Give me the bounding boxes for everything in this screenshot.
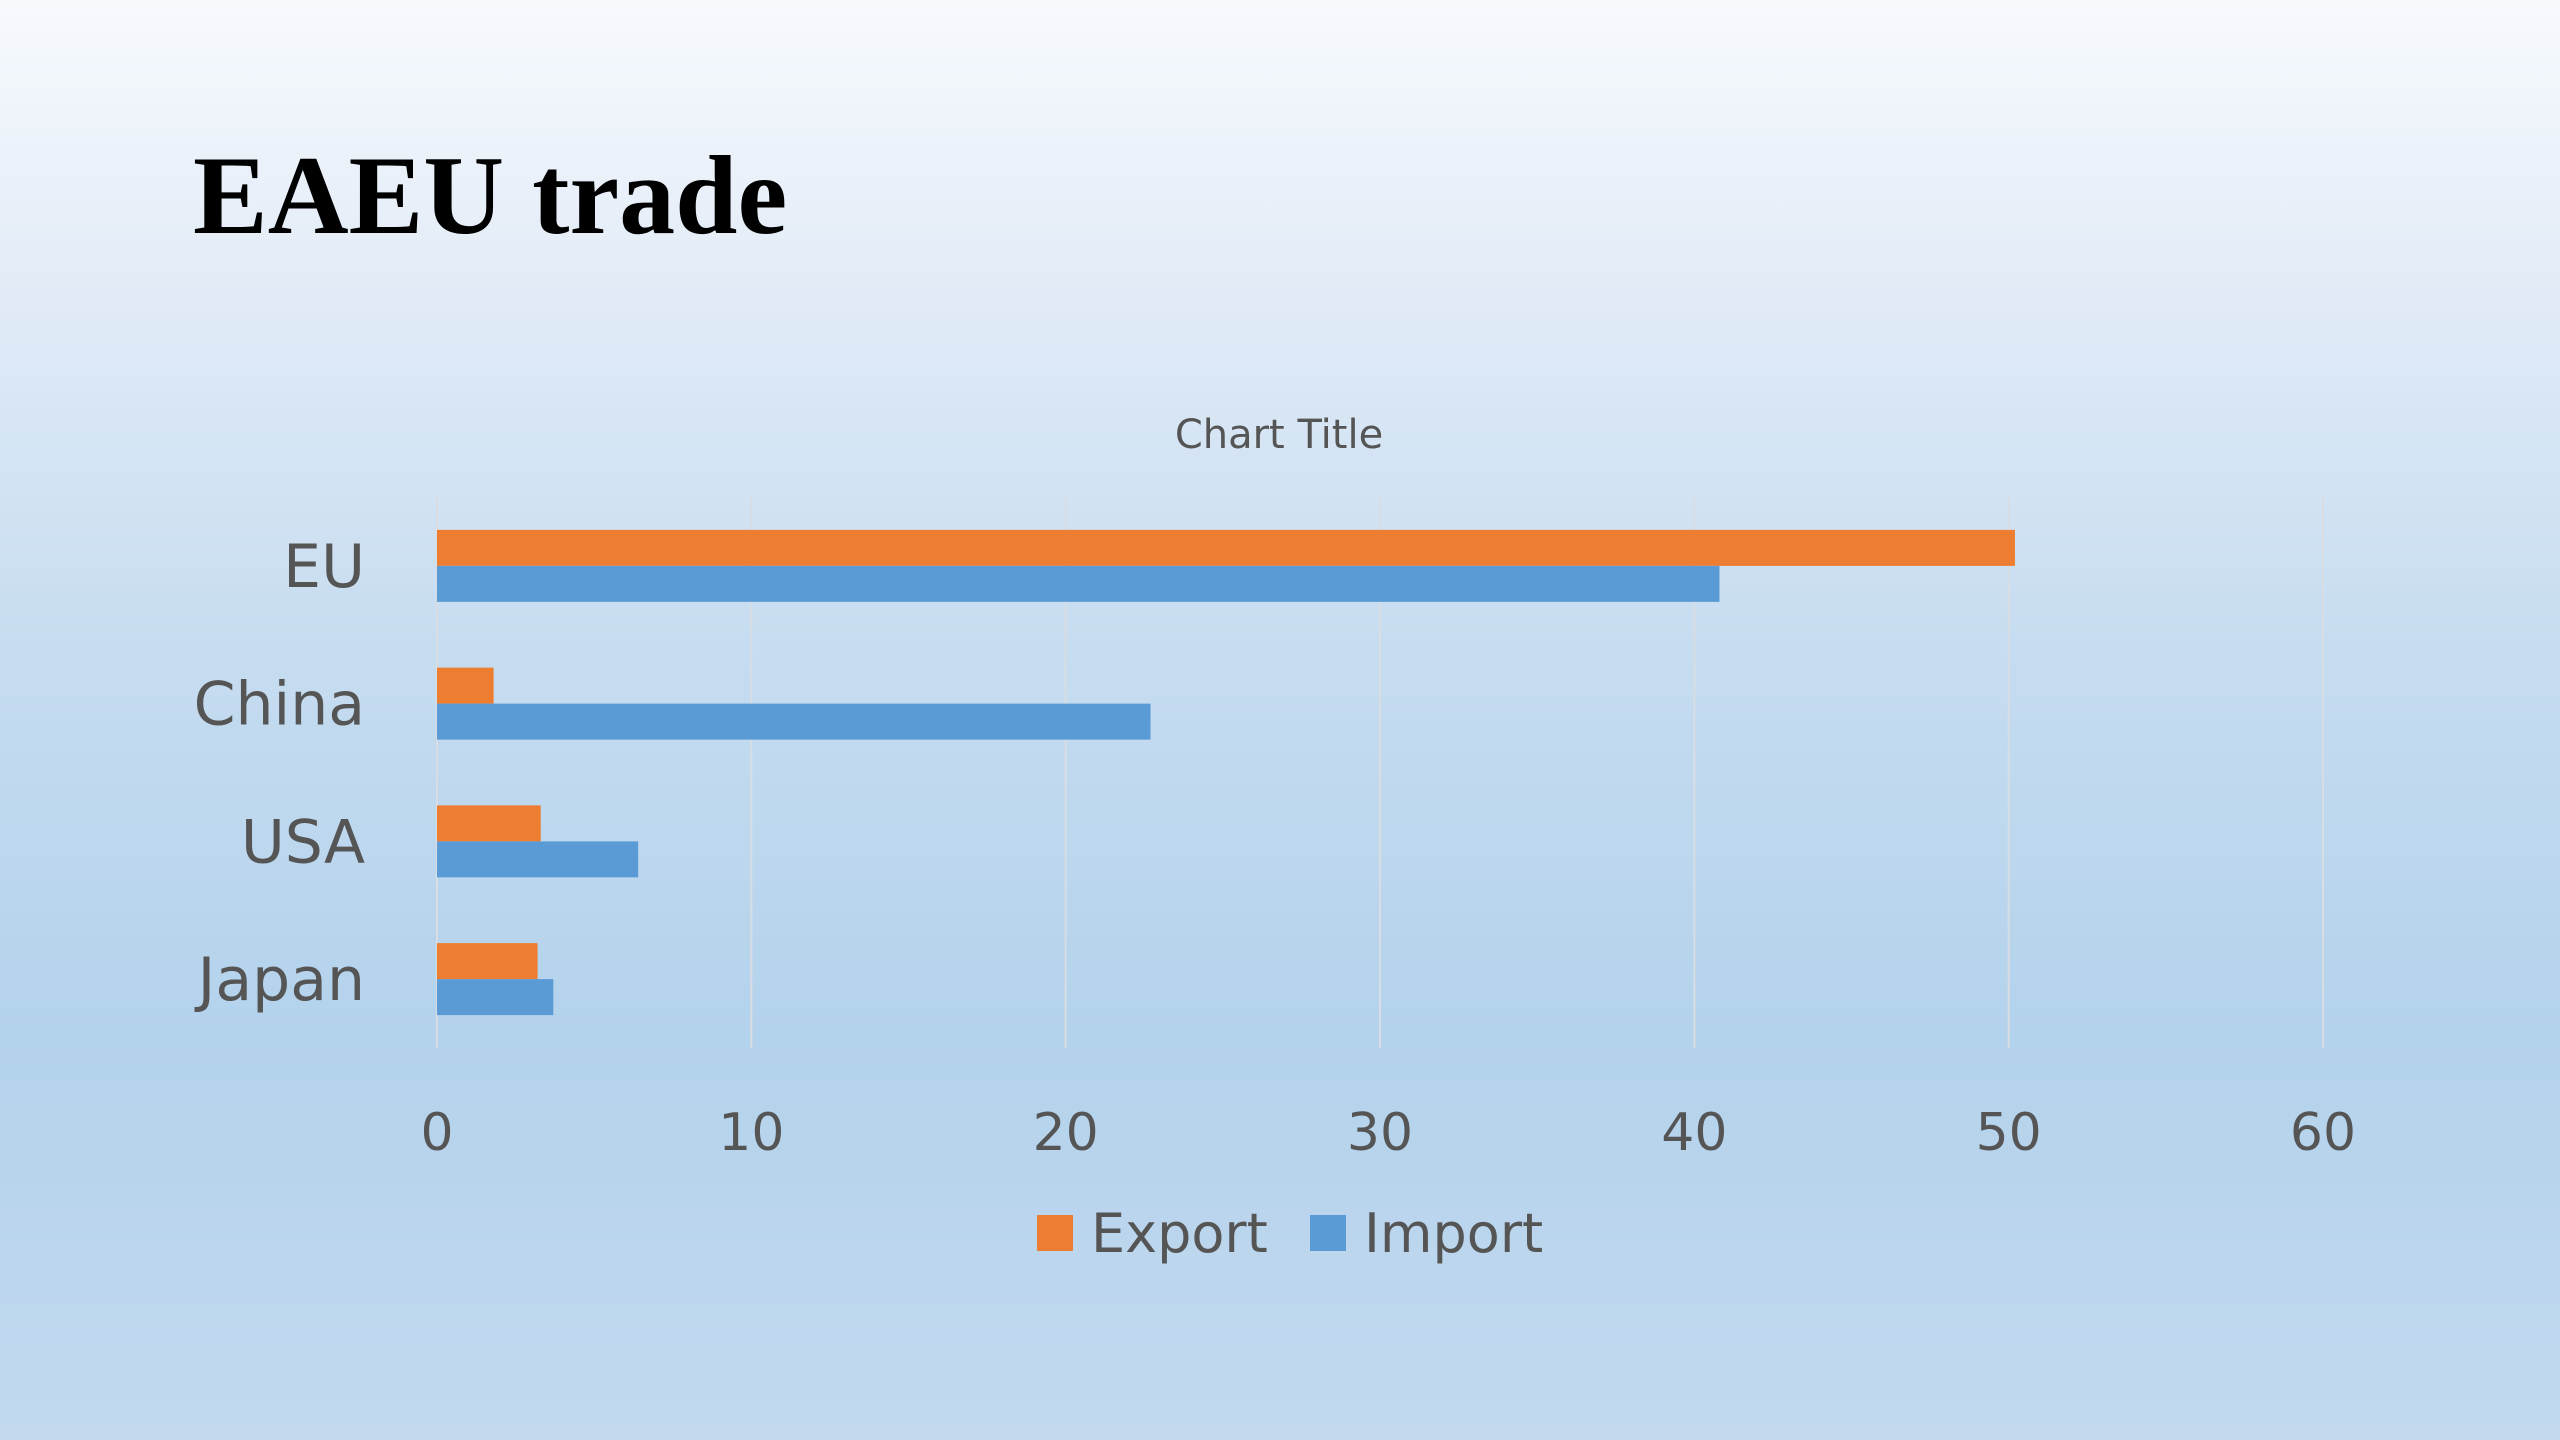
bar-export-japan <box>437 943 538 980</box>
x-tick-label: 10 <box>718 1103 784 1163</box>
category-label: EU <box>283 532 365 602</box>
x-tick-label: 20 <box>1033 1103 1099 1163</box>
bar-import-usa <box>437 841 639 878</box>
bar-export-china <box>437 667 494 704</box>
legend-swatch-export <box>1037 1215 1073 1251</box>
bar-export-usa <box>437 805 541 842</box>
legend-label-import: Import <box>1364 1202 1543 1265</box>
category-label: China <box>194 670 365 740</box>
chart-bars <box>437 529 2015 1016</box>
x-tick-label: 50 <box>1976 1103 2042 1163</box>
x-tick-label: 40 <box>1661 1103 1727 1163</box>
bar-import-china <box>437 703 1151 740</box>
legend-label-export: Export <box>1091 1202 1268 1265</box>
bar-import-japan <box>437 979 554 1016</box>
x-axis-tick-labels: 0 10 20 30 40 50 60 <box>420 1103 2356 1163</box>
x-tick-label: 30 <box>1347 1103 1413 1163</box>
bar-import-eu <box>437 565 1720 602</box>
slide-title: EAEU trade <box>193 134 788 258</box>
chart-title: Chart Title <box>1175 412 1383 458</box>
category-label: Japan <box>194 945 365 1015</box>
bar-export-eu <box>437 529 2015 566</box>
chart-legend: Export Import <box>1037 1202 1543 1265</box>
category-labels: EU China USA Japan <box>194 532 365 1015</box>
legend-swatch-import <box>1310 1215 1346 1251</box>
category-label: USA <box>241 807 365 877</box>
x-tick-label: 60 <box>2290 1103 2356 1163</box>
x-tick-label: 0 <box>420 1103 453 1163</box>
